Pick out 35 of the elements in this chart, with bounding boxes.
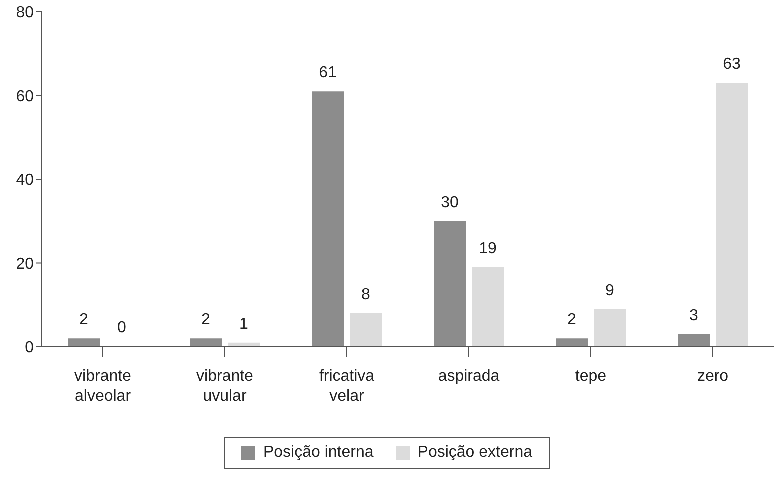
bar bbox=[312, 92, 344, 347]
bar bbox=[190, 338, 222, 347]
bar bbox=[68, 338, 100, 347]
data-label: 2 bbox=[202, 312, 211, 329]
bar bbox=[594, 309, 626, 347]
bar bbox=[556, 338, 588, 347]
bar bbox=[434, 221, 466, 347]
data-label: 2 bbox=[568, 312, 577, 329]
legend-label: Posição externa bbox=[418, 444, 533, 462]
data-label: 0 bbox=[118, 320, 127, 336]
y-tick-label: 20 bbox=[16, 256, 34, 273]
y-tick-label: 40 bbox=[16, 172, 34, 190]
data-label: 8 bbox=[362, 286, 371, 304]
bar bbox=[350, 314, 382, 347]
x-tick-label: fricativa velar bbox=[319, 368, 375, 405]
y-tick-label: 80 bbox=[16, 4, 34, 22]
x-tick-label: tepe bbox=[575, 368, 607, 385]
data-label: 3 bbox=[690, 307, 699, 324]
data-label: 19 bbox=[479, 240, 497, 258]
data-label: 9 bbox=[606, 282, 615, 300]
y-tick-label: 0 bbox=[25, 340, 34, 357]
legend-label: Posição interna bbox=[263, 444, 374, 462]
bar bbox=[716, 83, 748, 347]
data-label: 63 bbox=[723, 56, 741, 74]
data-label: 2 bbox=[80, 312, 89, 329]
data-label: 30 bbox=[441, 194, 459, 212]
bar bbox=[678, 334, 710, 347]
x-tick-label: vibrante uvular bbox=[196, 368, 254, 405]
data-label: 1 bbox=[240, 316, 249, 333]
x-tick-label: zero bbox=[697, 368, 729, 385]
x-tick-label: vibrante alveolar bbox=[74, 368, 132, 405]
y-tick-label: 60 bbox=[16, 88, 34, 106]
bar bbox=[472, 267, 504, 347]
data-label: 61 bbox=[319, 64, 337, 82]
x-tick-label: aspirada bbox=[438, 368, 500, 385]
